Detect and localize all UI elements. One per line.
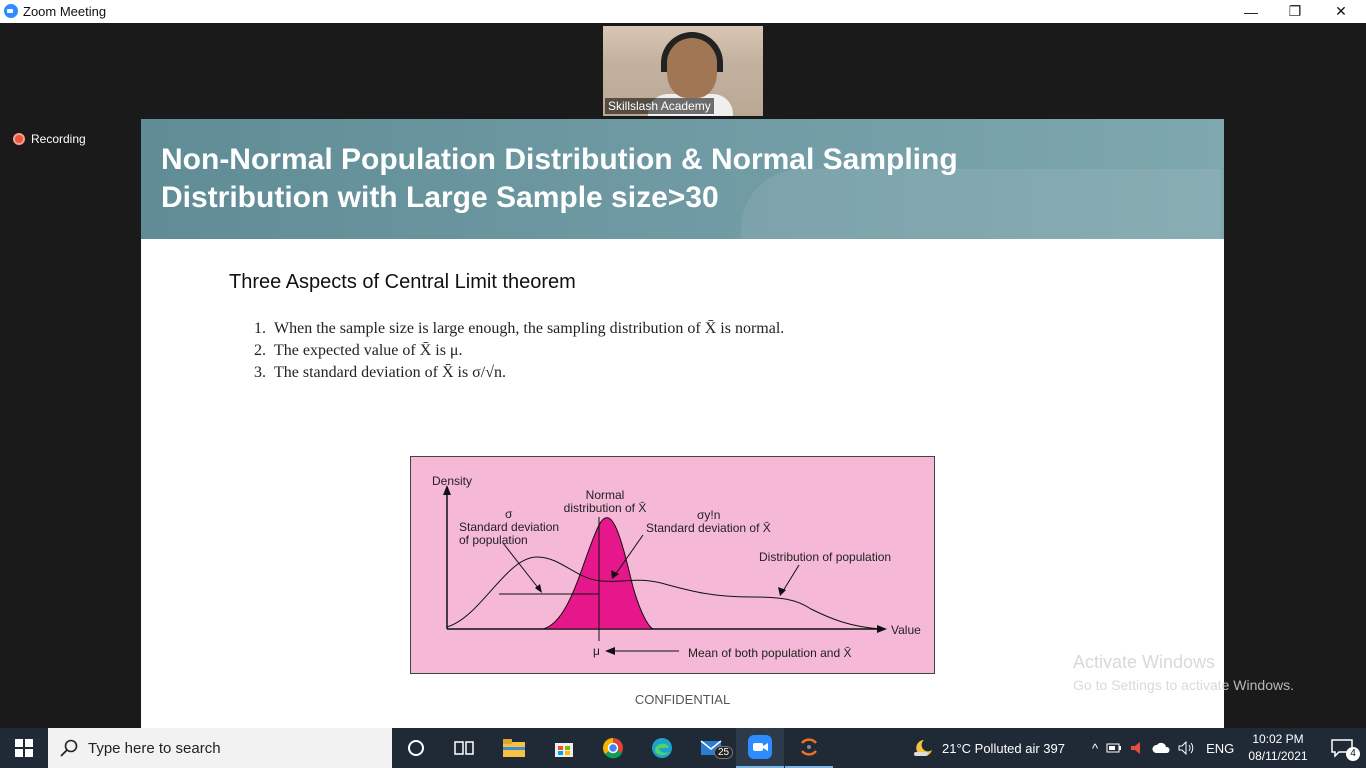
zoom-taskbar-icon[interactable]	[736, 728, 784, 768]
population-distribution-curve	[446, 556, 882, 630]
sd-xbar-leader	[614, 534, 644, 576]
aspect-number: 1.	[254, 320, 266, 337]
volume-muted-icon[interactable]	[1130, 741, 1144, 755]
start-button[interactable]	[0, 728, 48, 768]
clt-figure: Density Normal distribution of X̄ σ Stan…	[410, 456, 935, 674]
sigma-label: σ	[505, 507, 513, 521]
store-icon[interactable]	[540, 728, 588, 768]
windows-logo-icon	[15, 739, 33, 757]
aspect-number: 3.	[254, 364, 266, 381]
aspects-list: 1. When the sample size is large enough,…	[254, 318, 814, 384]
window-title: Zoom Meeting	[23, 4, 107, 19]
aspect-item: 3. The standard deviation of X̄ is σ/√n.	[254, 362, 814, 384]
slide-header: Non-Normal Population Distribution & Nor…	[141, 119, 1224, 239]
sigma-n-label: σy!n	[697, 508, 721, 522]
shared-slide: Non-Normal Population Distribution & Nor…	[141, 119, 1224, 728]
sd-population-label: Standard deviation of population	[459, 521, 559, 547]
notification-center-icon[interactable]: 4	[1318, 728, 1366, 768]
onedrive-icon[interactable]	[1152, 742, 1170, 754]
y-axis-arrow	[443, 485, 451, 495]
mean-arrowhead	[605, 647, 615, 655]
windows-taskbar: Type here to search 25 21°C Polluted air…	[0, 728, 1366, 768]
sd-xbar-label: Standard deviation of X̄	[646, 521, 771, 535]
recording-indicator[interactable]: Recording	[13, 132, 86, 146]
population-distribution-label: Distribution of population	[759, 550, 892, 564]
clt-diagram	[443, 485, 887, 655]
sd-population-line2: of population	[459, 533, 528, 547]
normal-label-line1: Normal	[585, 488, 625, 502]
headphone-icon	[661, 32, 723, 72]
aspect-text: The standard deviation of X̄ is σ/√n.	[274, 364, 507, 381]
slide-title: Non-Normal Population Distribution & Nor…	[161, 141, 1061, 217]
population-leader	[782, 564, 800, 592]
edge-icon[interactable]	[638, 728, 686, 768]
meeting-area: Skillslash Academy Recording Non-Normal …	[0, 23, 1366, 728]
weather-widget[interactable]: 21°C Polluted air 397	[910, 728, 1065, 768]
clock-time: 10:02 PM	[1252, 732, 1304, 746]
aspect-item: 1. When the sample size is large enough,…	[254, 318, 814, 340]
activate-windows-watermark: Activate Windows Go to Settings to activ…	[1073, 652, 1294, 693]
weather-moon-icon	[914, 740, 932, 756]
aspect-text: The expected value of X̄ is μ.	[274, 342, 463, 359]
mail-icon[interactable]: 25	[688, 728, 736, 768]
sd-population-leader	[502, 542, 540, 590]
close-button[interactable]: ✕	[1335, 3, 1347, 19]
activate-line2: Go to Settings to activate Windows.	[1073, 677, 1294, 693]
window-titlebar: Zoom Meeting — ❐ ✕	[0, 0, 1366, 23]
speaker-icon[interactable]	[1178, 741, 1196, 755]
cortana-icon[interactable]	[392, 728, 440, 768]
taskbar-clock[interactable]: 10:02 PM 08/11/2021	[1244, 731, 1312, 765]
system-tray: ^ ENG	[1092, 728, 1234, 768]
value-label: Value	[891, 623, 921, 637]
mean-both-label: Mean of both population and X̄	[688, 646, 852, 660]
aspect-text: When the sample size is large enough, th…	[274, 320, 785, 337]
search-placeholder: Type here to search	[88, 739, 221, 757]
file-explorer-icon[interactable]	[490, 728, 538, 768]
language-indicator[interactable]: ENG	[1206, 740, 1235, 756]
restore-button[interactable]: ❐	[1288, 3, 1302, 19]
aspect-item: 2. The expected value of X̄ is μ.	[254, 340, 814, 362]
participant-name: Skillslash Academy	[605, 98, 714, 114]
sampling-distribution-curve	[542, 517, 654, 630]
notification-count: 4	[1346, 747, 1360, 761]
clock-date: 08/11/2021	[1248, 749, 1308, 763]
zoom-app-icon	[4, 4, 18, 18]
normal-label-line2: distribution of X̄	[563, 501, 647, 515]
mu-label: μ	[593, 644, 600, 658]
battery-icon[interactable]	[1106, 742, 1122, 754]
recording-label: Recording	[31, 132, 86, 146]
slide-subtitle: Three Aspects of Central Limit theorem	[229, 271, 576, 293]
normal-distribution-label: Normal distribution of X̄	[561, 489, 649, 515]
sd-xbar-arrowhead	[611, 570, 619, 579]
x-axis-arrow	[877, 625, 887, 633]
record-icon	[13, 133, 25, 145]
confidential-footer: CONFIDENTIAL	[634, 692, 731, 707]
weather-text: 21°C Polluted air 397	[942, 740, 1065, 756]
app-taskbar-icon[interactable]	[785, 728, 833, 768]
slide-title-line2: Distribution with Large Sample size>30	[161, 181, 719, 214]
sd-population-line1: Standard deviation	[459, 520, 560, 534]
sd-population-arrowhead	[535, 584, 542, 593]
aspect-number: 2.	[254, 342, 266, 359]
population-arrowhead	[778, 587, 786, 596]
chrome-icon[interactable]	[589, 728, 637, 768]
chevron-up-icon[interactable]: ^	[1092, 740, 1099, 756]
density-label: Density	[432, 474, 473, 488]
mail-badge: 25	[714, 746, 734, 759]
taskbar-search[interactable]: Type here to search	[48, 728, 392, 768]
search-icon	[60, 739, 78, 757]
activate-line1: Activate Windows	[1073, 652, 1216, 672]
participant-video[interactable]: Skillslash Academy	[603, 26, 763, 116]
task-view-icon[interactable]	[440, 728, 488, 768]
slide-title-line1: Non-Normal Population Distribution & Nor…	[161, 143, 958, 176]
minimize-button[interactable]: —	[1244, 3, 1258, 20]
